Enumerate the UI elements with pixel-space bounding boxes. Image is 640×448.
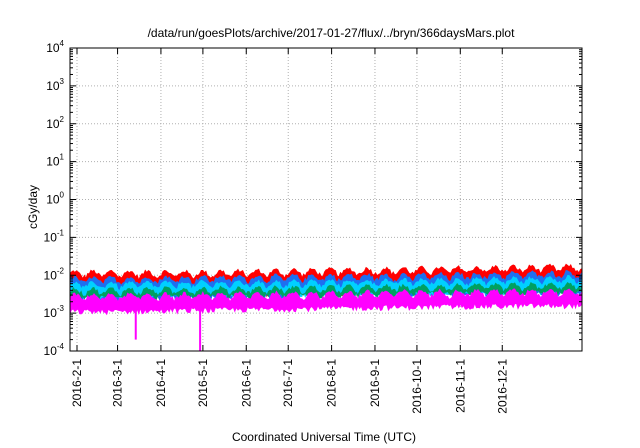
y-tick-label: 10-2	[44, 266, 65, 282]
x-axis-label: Coordinated Universal Time (UTC)	[232, 430, 416, 444]
chart-title: /data/run/goesPlots/archive/2017-01-27/f…	[148, 26, 516, 40]
x-tick-label: 2016-2-1	[70, 359, 84, 407]
y-tick-label: 10-1	[44, 228, 65, 244]
x-tick-label: 2016-12-1	[495, 359, 509, 414]
y-tick-label: 102	[46, 115, 64, 131]
x-tick-label: 2016-8-1	[325, 359, 339, 407]
y-tick-label: 10-4	[44, 342, 65, 358]
x-tick-label: 2016-6-1	[239, 359, 253, 407]
x-tick-label: 2016-9-1	[368, 359, 382, 407]
y-tick-label: 103	[46, 77, 64, 93]
axis-ticks: 10-4 10-3 10-2 10-1 100 101 102 103 104 2016-2-1 2…	[44, 39, 582, 414]
y-tick-label: 104	[46, 39, 64, 55]
x-tick-label: 2016-5-1	[196, 359, 210, 407]
y-tick-label: 10-3	[44, 304, 65, 320]
data-series	[69, 263, 583, 351]
x-tick-label: 2016-11-1	[453, 359, 467, 413]
y-axis-label: cGy/day	[26, 185, 40, 229]
x-tick-label: 2016-4-1	[154, 359, 168, 407]
x-tick-label: 2016-3-1	[111, 359, 125, 407]
x-tick-label: 2016-10-1	[410, 359, 424, 414]
x-tick-label: 2016-7-1	[281, 359, 295, 407]
y-tick-label: 100	[46, 191, 64, 207]
y-tick-label: 101	[46, 153, 64, 169]
